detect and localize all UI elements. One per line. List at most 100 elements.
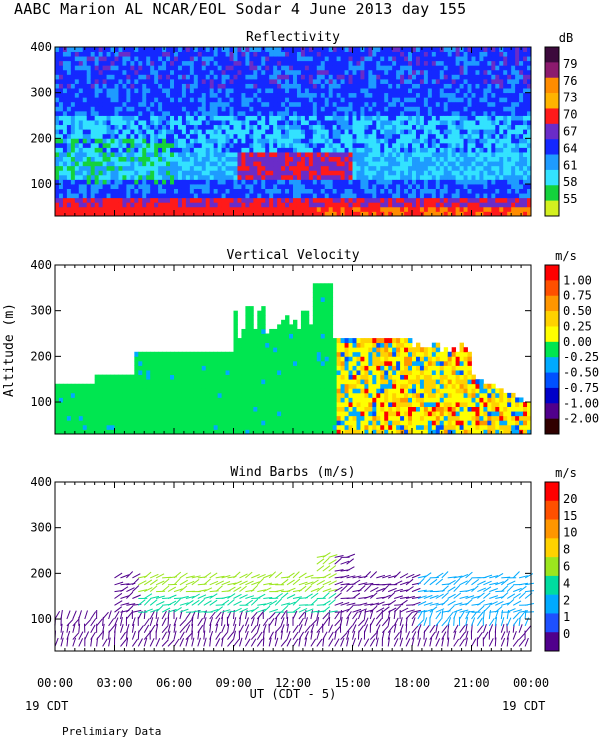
reflectivity-cell xyxy=(423,47,429,52)
reflectivity-cell xyxy=(499,147,504,153)
reflectivity-cell xyxy=(427,106,433,112)
reflectivity-cell xyxy=(519,124,524,130)
reflectivity-cell xyxy=(237,78,242,84)
reflectivity-cell xyxy=(475,106,480,112)
reflectivity-cell xyxy=(296,88,302,94)
reflectivity-cell xyxy=(241,106,246,112)
reflectivity-cell xyxy=(241,60,246,66)
reflectivity-cell xyxy=(455,129,460,135)
reflectivity-cell xyxy=(217,156,222,162)
reflectivity-cell xyxy=(412,211,417,217)
reflectivity-cell xyxy=(74,69,80,75)
reflectivity-cell xyxy=(312,156,318,162)
velocity-cell xyxy=(86,415,92,421)
reflectivity-cell xyxy=(150,184,155,189)
reflectivity-cell xyxy=(118,129,123,135)
reflectivity-cell xyxy=(463,101,468,107)
reflectivity-cell xyxy=(324,92,330,98)
reflectivity-cell xyxy=(94,165,100,171)
reflectivity-cell xyxy=(150,165,155,171)
reflectivity-cell xyxy=(491,97,496,103)
reflectivity-cell xyxy=(237,129,242,135)
reflectivity-cell xyxy=(146,170,151,176)
reflectivity-cell xyxy=(209,69,215,75)
reflectivity-cell xyxy=(162,83,167,89)
velocity-cell xyxy=(146,411,151,417)
reflectivity-cell xyxy=(98,133,103,139)
reflectivity-cell xyxy=(364,133,369,139)
reflectivity-cell xyxy=(138,56,143,62)
reflectivity-cell xyxy=(487,156,492,162)
reflectivity-cell xyxy=(296,120,302,126)
reflectivity-cell xyxy=(289,193,294,199)
reflectivity-cell xyxy=(511,142,516,148)
velocity-cell xyxy=(70,411,76,417)
velocity-cell xyxy=(201,388,207,394)
velocity-cell xyxy=(193,370,199,376)
reflectivity-cell xyxy=(348,193,353,199)
reflectivity-cell xyxy=(177,206,183,212)
reflectivity-cell xyxy=(225,188,230,194)
reflectivity-cell xyxy=(471,174,476,180)
reflectivity-cell xyxy=(479,115,484,121)
reflectivity-cell xyxy=(273,74,278,80)
reflectivity-cell xyxy=(447,51,453,57)
reflectivity-cell xyxy=(205,138,211,144)
reflectivity-cell xyxy=(423,174,429,180)
reflectivity-cell xyxy=(94,156,100,162)
reflectivity-cell xyxy=(130,174,135,180)
reflectivity-cell xyxy=(503,47,508,52)
reflectivity-cell xyxy=(245,142,250,148)
reflectivity-cell xyxy=(392,115,397,121)
reflectivity-cell xyxy=(122,88,127,94)
reflectivity-cell xyxy=(344,142,349,148)
reflectivity-cell xyxy=(289,152,294,158)
reflectivity-cell xyxy=(237,152,242,158)
reflectivity-cell xyxy=(114,184,119,189)
reflectivity-cell xyxy=(404,92,409,98)
reflectivity-cell xyxy=(435,138,441,144)
reflectivity-cell xyxy=(503,193,508,199)
reflectivity-cell xyxy=(58,56,64,62)
reflectivity-cell xyxy=(261,129,266,135)
velocity-cell xyxy=(102,420,107,426)
reflectivity-cell xyxy=(55,184,60,189)
reflectivity-cell xyxy=(193,88,199,94)
reflectivity-cell xyxy=(285,83,290,89)
reflectivity-cell xyxy=(412,65,417,71)
reflectivity-cell xyxy=(134,138,139,144)
reflectivity-cell xyxy=(412,74,417,80)
velocity-cell xyxy=(110,383,115,389)
velocity-cell xyxy=(70,406,76,412)
reflectivity-cell xyxy=(356,115,361,121)
reflectivity-cell xyxy=(185,179,191,185)
velocity-cell xyxy=(154,420,159,426)
reflectivity-cell xyxy=(388,78,393,84)
reflectivity-cell xyxy=(285,69,290,75)
reflectivity-cell xyxy=(110,138,115,144)
reflectivity-cell xyxy=(372,51,377,57)
reflectivity-cell xyxy=(356,83,361,89)
reflectivity-cell xyxy=(392,69,397,75)
reflectivity-cell xyxy=(475,138,480,144)
reflectivity-cell xyxy=(328,138,334,144)
reflectivity-cell xyxy=(388,88,393,94)
reflectivity-cell xyxy=(340,88,345,94)
velocity-cell xyxy=(142,374,147,380)
reflectivity-cell xyxy=(237,174,242,180)
reflectivity-cell xyxy=(70,202,76,208)
reflectivity-cell xyxy=(277,188,282,194)
reflectivity-cell xyxy=(122,147,127,153)
reflectivity-cell xyxy=(197,206,203,212)
reflectivity-cell xyxy=(201,142,207,148)
reflectivity-cell xyxy=(134,179,139,185)
reflectivity-cell xyxy=(503,161,508,167)
reflectivity-cell xyxy=(304,69,310,75)
reflectivity-cell xyxy=(277,142,282,148)
reflectivity-cell xyxy=(94,110,100,116)
reflectivity-cell xyxy=(344,156,349,162)
reflectivity-cell xyxy=(356,106,361,112)
reflectivity-cell xyxy=(336,211,341,217)
reflectivity-cell xyxy=(447,65,453,71)
reflectivity-cell xyxy=(209,147,215,153)
